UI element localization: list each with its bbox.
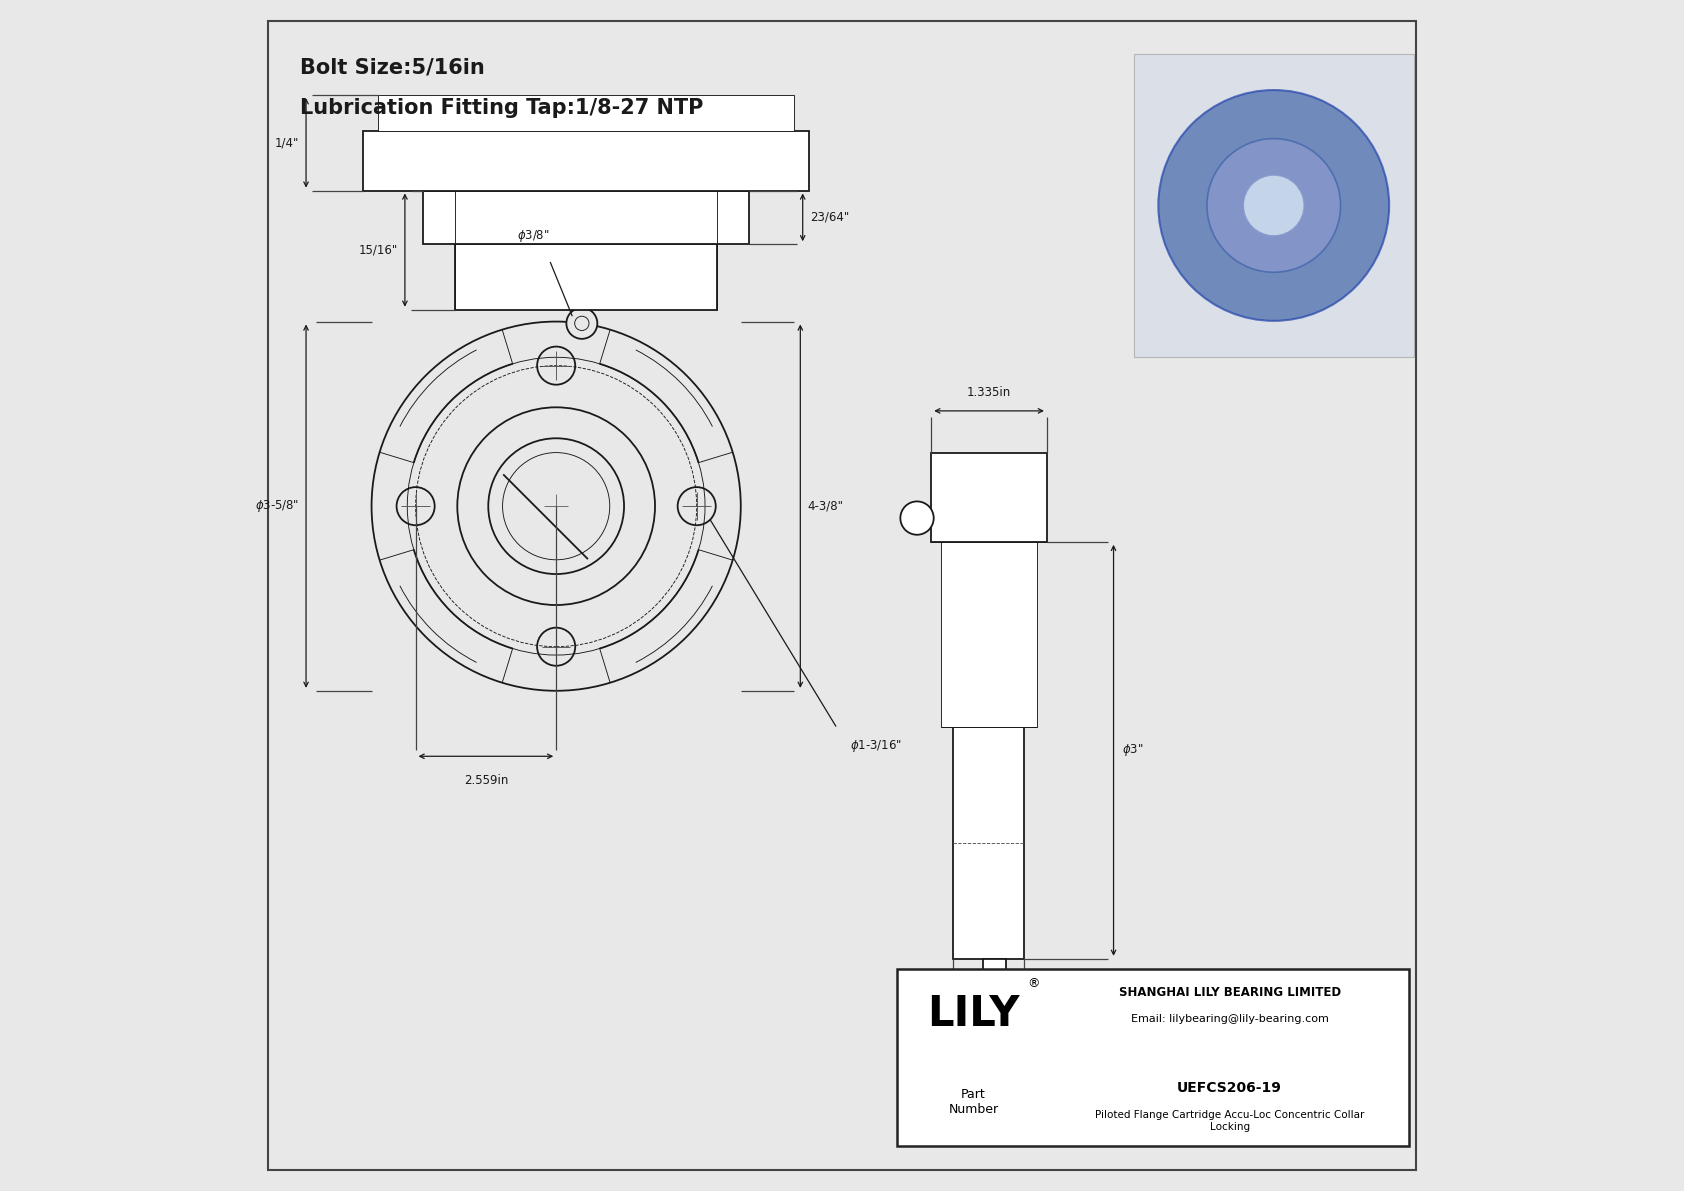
- Text: Piloted Flange Cartridge Accu-Loc Concentric Collar
Locking: Piloted Flange Cartridge Accu-Loc Concen…: [1095, 1110, 1364, 1131]
- Circle shape: [1159, 91, 1389, 320]
- Bar: [377, 95, 795, 131]
- Circle shape: [901, 501, 933, 535]
- Text: LILY: LILY: [928, 992, 1021, 1035]
- Text: 1/4": 1/4": [274, 137, 298, 149]
- Text: Lubrication Fitting Tap:1/8-27 NTP: Lubrication Fitting Tap:1/8-27 NTP: [300, 98, 704, 118]
- Text: $\phi$1-3/16": $\phi$1-3/16": [850, 738, 903, 754]
- Text: 1.567in: 1.567in: [967, 1018, 1010, 1031]
- Text: SHANGHAI LILY BEARING LIMITED: SHANGHAI LILY BEARING LIMITED: [1118, 986, 1340, 999]
- Circle shape: [1207, 138, 1340, 273]
- Text: 2.559in: 2.559in: [463, 774, 509, 787]
- Text: Bolt Size:5/16in: Bolt Size:5/16in: [300, 57, 485, 77]
- Circle shape: [566, 308, 598, 339]
- Text: 23/64": 23/64": [810, 211, 849, 224]
- Bar: [953, 482, 1024, 959]
- Bar: [364, 131, 808, 191]
- Bar: [982, 959, 1007, 1006]
- Bar: [941, 542, 1037, 727]
- Circle shape: [1243, 175, 1303, 236]
- Text: 15/16": 15/16": [359, 244, 397, 256]
- Text: 1.335in: 1.335in: [967, 386, 1010, 399]
- Bar: [423, 191, 749, 244]
- Text: Email: lilybearing@lily-bearing.com: Email: lilybearing@lily-bearing.com: [1130, 1014, 1329, 1024]
- Bar: [455, 244, 717, 310]
- Text: Part
Number: Part Number: [948, 1087, 999, 1116]
- Text: UEFCS206-19: UEFCS206-19: [1177, 1080, 1282, 1095]
- Text: $\phi$3/8": $\phi$3/8": [517, 229, 549, 244]
- Text: ®: ®: [1027, 978, 1039, 990]
- Text: 4-3/8": 4-3/8": [807, 500, 844, 512]
- Bar: [898, 969, 1410, 1146]
- Text: $\phi$3-5/8": $\phi$3-5/8": [254, 498, 298, 515]
- Text: $\phi$3": $\phi$3": [1122, 742, 1143, 759]
- Bar: [1133, 54, 1413, 357]
- Bar: [931, 453, 1047, 542]
